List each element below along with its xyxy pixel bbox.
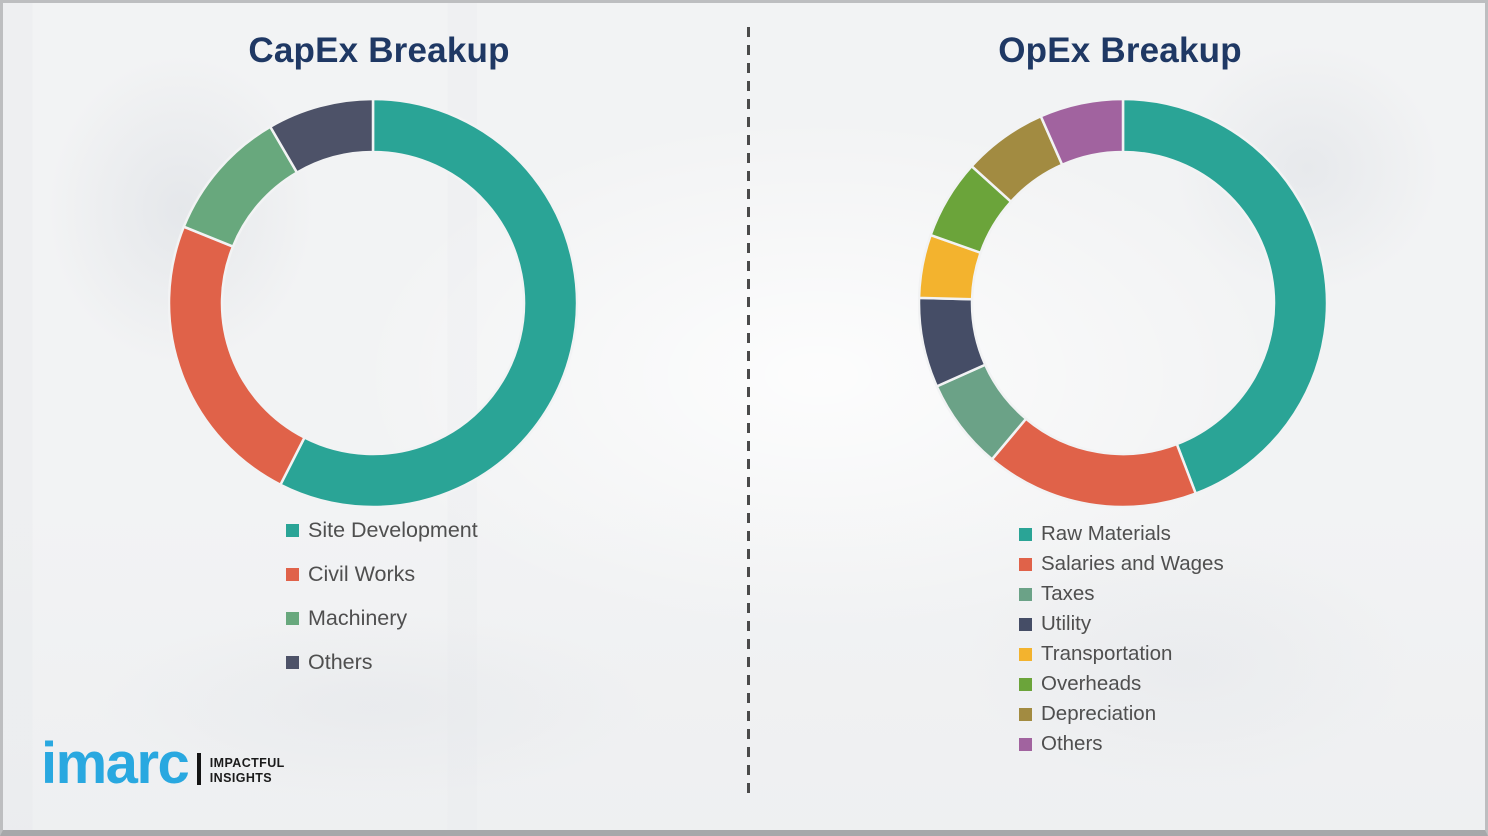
legend-label: Machinery: [308, 605, 408, 630]
legend-item: Overheads: [1019, 669, 1224, 699]
legend-label: Site Development: [308, 517, 478, 542]
legend-label: Taxes: [1041, 582, 1095, 605]
legend-item: Utility: [1019, 609, 1224, 639]
legend-swatch-icon: [286, 567, 299, 581]
legend-item: Machinery: [286, 604, 478, 632]
legend-item: Taxes: [1019, 579, 1224, 609]
legend-swatch-icon: [286, 523, 299, 537]
logo-tagline-line2: INSIGHTS: [209, 770, 273, 785]
legend-item: Transportation: [1019, 639, 1224, 669]
imarc-logo-text: imarc: [41, 731, 190, 796]
logo-tagline: IMPACTFUL INSIGHTS: [210, 756, 285, 786]
legend-item: Raw Materials: [1019, 519, 1224, 549]
legend-swatch-icon: [286, 655, 299, 669]
legend-item: Others: [286, 648, 478, 676]
legend-item: Civil Works: [286, 560, 478, 588]
opex-donut-chart: [918, 98, 1328, 508]
legend-label: Overheads: [1041, 672, 1142, 695]
legend-swatch-icon: [1019, 647, 1032, 661]
donut-segment-civil-works: [168, 225, 306, 487]
legend-swatch-icon: [1019, 707, 1032, 721]
legend-swatch-icon: [1019, 737, 1032, 751]
legend-item: Depreciation: [1019, 699, 1224, 729]
legend-label: Others: [1041, 732, 1103, 755]
legend-label: Depreciation: [1041, 702, 1157, 725]
legend-swatch-icon: [1019, 527, 1032, 541]
donut-segment-others: [1039, 98, 1125, 167]
donut-segment-raw-materials: [1121, 98, 1328, 495]
legend-item: Salaries and Wages: [1019, 549, 1224, 579]
legend-label: Civil Works: [308, 561, 416, 586]
legend-item: Others: [1019, 729, 1224, 759]
dashed-divider: [747, 27, 750, 793]
legend-swatch-icon: [286, 611, 299, 625]
legend-swatch-icon: [1019, 587, 1032, 601]
legend-label: Raw Materials: [1041, 522, 1171, 545]
legend-swatch-icon: [1019, 557, 1032, 571]
legend-label: Transportation: [1041, 642, 1173, 665]
legend-label: Utility: [1041, 612, 1092, 635]
capex-chart-title: CapEx Breakup: [248, 31, 510, 70]
legend-label: Salaries and Wages: [1041, 552, 1224, 575]
legend-item: Site Development: [286, 516, 478, 544]
legend-swatch-icon: [1019, 617, 1032, 631]
imarc-logo: imarc IMPACTFUL INSIGHTS: [41, 731, 285, 796]
legend-label: Others: [308, 649, 373, 674]
capex-legend: Site Development Civil Works Machinery Othe…: [286, 516, 478, 692]
opex-chart-title: OpEx Breakup: [998, 31, 1242, 70]
capex-donut-chart: [168, 98, 578, 508]
opex-legend: Raw Materials Salaries and Wages Taxes Util…: [1019, 519, 1224, 759]
donut-segment-site-development: [279, 98, 578, 508]
donut-segment-others: [269, 98, 375, 174]
donut-segment-salaries-and-wages: [990, 417, 1197, 508]
logo-tagline-line1: IMPACTFUL: [209, 755, 285, 770]
logo-separator-bar: [197, 752, 201, 785]
legend-swatch-icon: [1019, 677, 1032, 691]
